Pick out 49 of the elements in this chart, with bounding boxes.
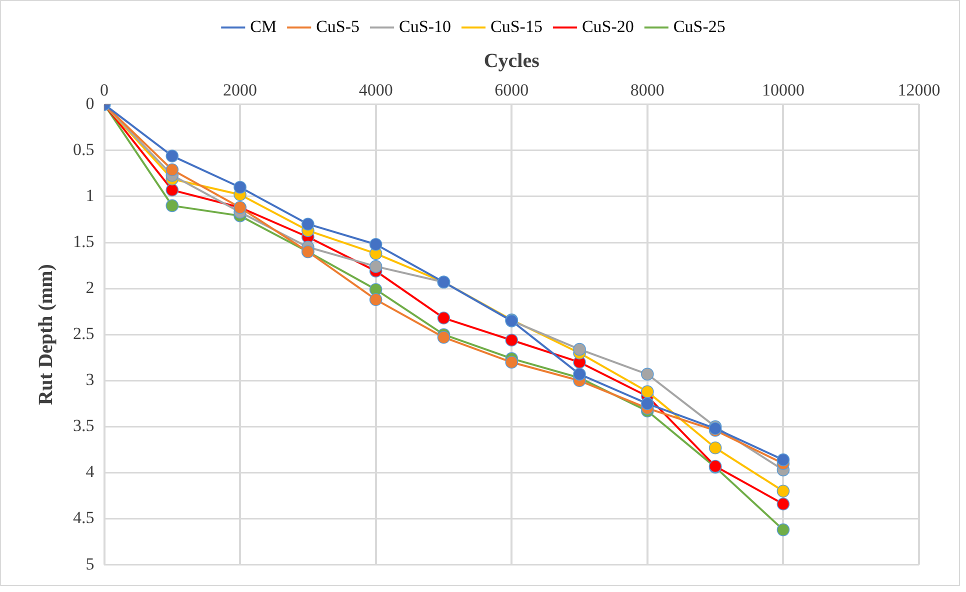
legend-label: CuS-25 xyxy=(673,16,726,36)
point xyxy=(166,150,179,162)
x-tick-label: 0 xyxy=(100,80,108,100)
point xyxy=(776,498,790,510)
y-axis-title: Rut Depth (mm) xyxy=(35,264,58,406)
point xyxy=(641,397,654,410)
y-tick-label: 4 xyxy=(86,462,95,482)
legend-label: CuS-15 xyxy=(490,16,542,36)
y-tick-label: 4.5 xyxy=(73,508,94,528)
point xyxy=(708,441,722,454)
point xyxy=(505,334,518,347)
y-tick-label: 5 xyxy=(86,554,94,574)
y-tick-label: 2 xyxy=(86,278,94,298)
point xyxy=(641,385,654,398)
point xyxy=(437,330,450,344)
x-axis-title: Cycles xyxy=(484,50,540,72)
x-tick-label: 8000 xyxy=(630,80,664,100)
point xyxy=(776,453,790,466)
point xyxy=(437,312,450,324)
y-tick-label: 3.5 xyxy=(73,416,94,436)
point xyxy=(573,342,586,356)
point xyxy=(573,368,586,381)
legend-label: CM xyxy=(250,16,277,36)
legend-label: CuS-20 xyxy=(582,16,634,36)
point xyxy=(302,218,314,231)
point xyxy=(166,163,179,176)
legend-label: CuS-5 xyxy=(316,16,360,36)
y-tick-label: 1.5 xyxy=(73,232,94,251)
legend-label: CuS-10 xyxy=(399,16,452,36)
point xyxy=(369,238,382,251)
y-tick-label: 0.5 xyxy=(73,140,94,159)
point xyxy=(776,523,790,536)
point xyxy=(641,368,654,381)
point xyxy=(776,484,790,498)
point xyxy=(234,180,246,194)
x-tick-label: 6000 xyxy=(494,80,529,100)
y-tick-label: 1 xyxy=(86,186,94,205)
point xyxy=(166,199,179,212)
x-tick-label: 2000 xyxy=(223,80,258,100)
x-tick-label: 10000 xyxy=(762,80,804,100)
point xyxy=(166,184,179,196)
y-tick-label: 0 xyxy=(86,94,94,113)
point xyxy=(505,356,518,369)
point xyxy=(369,293,382,306)
x-tick-label: 12000 xyxy=(898,80,940,100)
point xyxy=(369,260,382,273)
y-tick-label: 3 xyxy=(86,370,94,390)
x-tick-label: 4000 xyxy=(358,80,393,100)
y-tick-label: 2.5 xyxy=(73,324,94,344)
